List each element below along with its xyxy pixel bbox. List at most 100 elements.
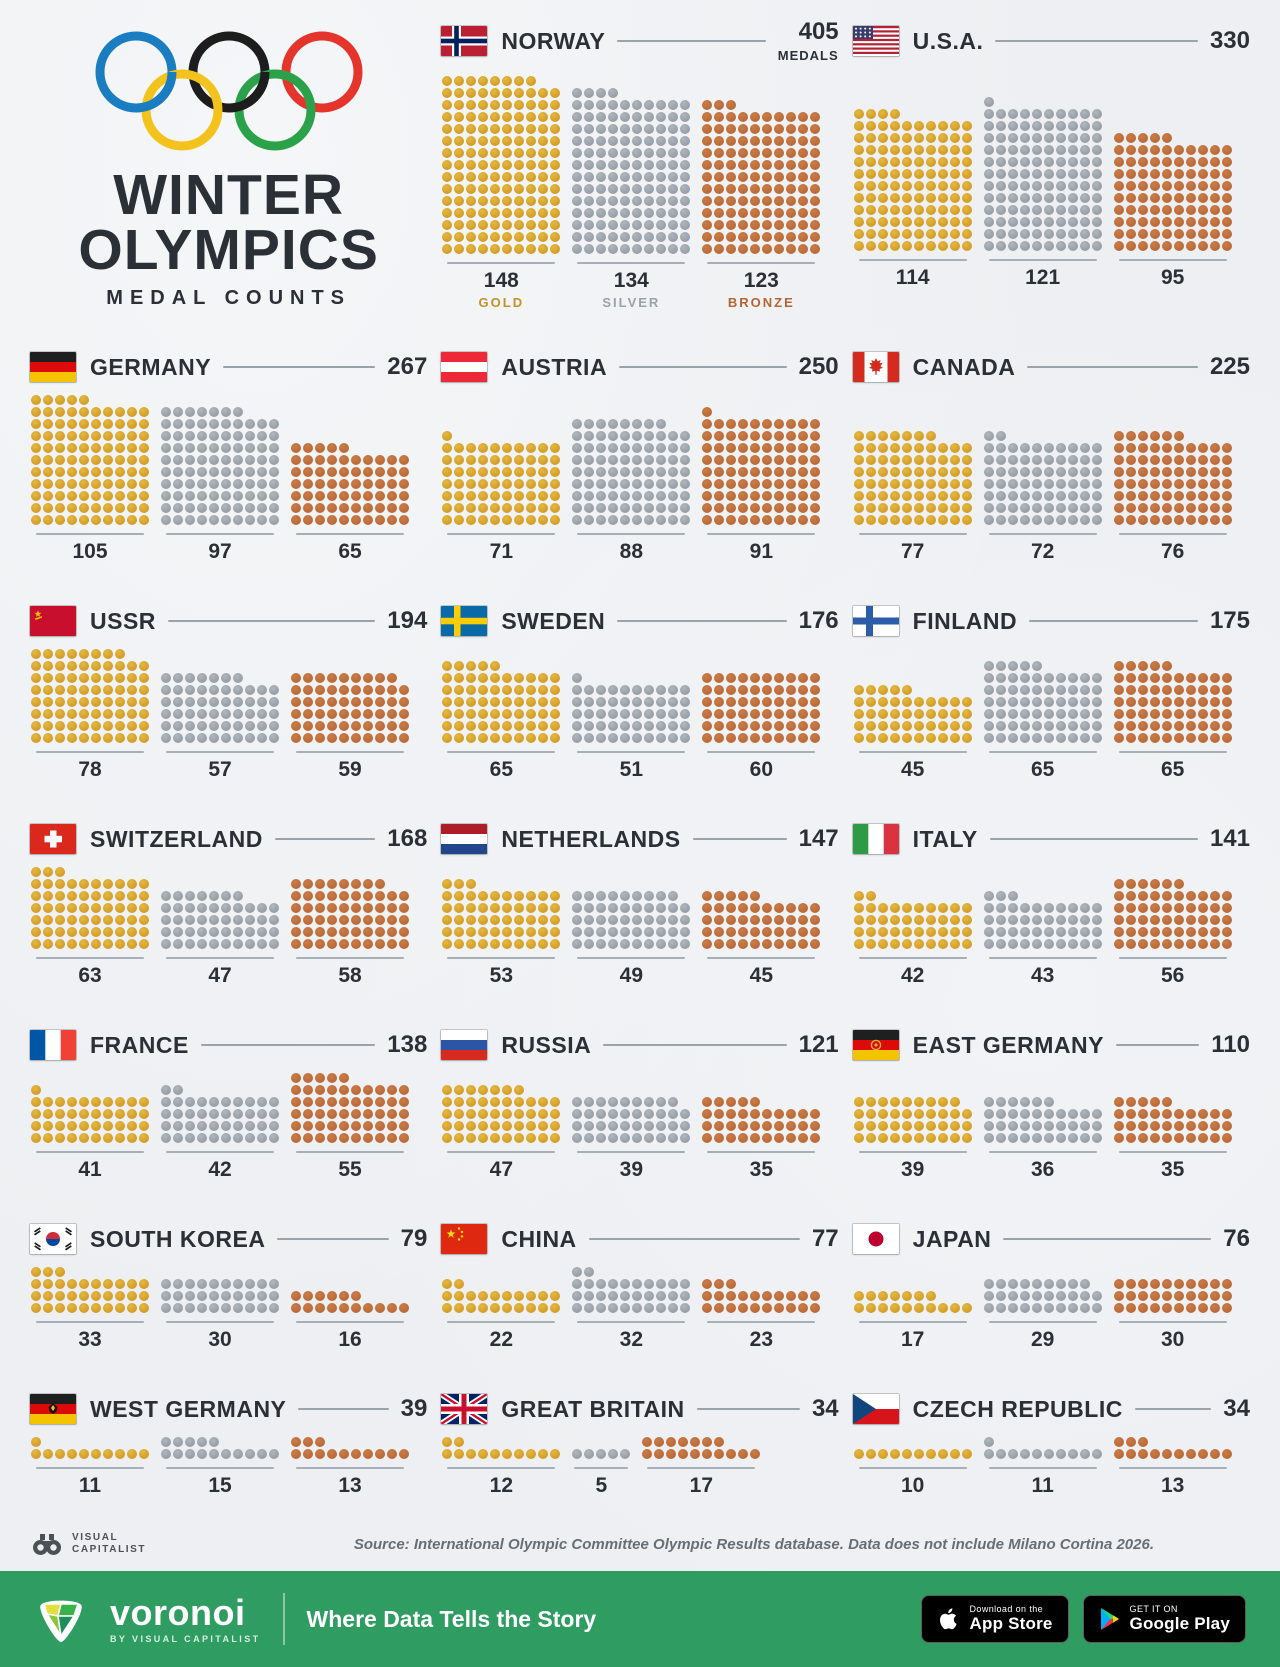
medal-dot (127, 1109, 137, 1120)
medal-dot (572, 208, 583, 219)
medal-dot (351, 455, 361, 466)
medal-dot (656, 455, 667, 466)
dot-row (441, 243, 561, 255)
medal-dot (584, 915, 595, 926)
dot-row (853, 938, 973, 950)
bronze-dots (290, 442, 410, 526)
medal-dot (620, 1133, 631, 1144)
medal-dot (726, 1097, 737, 1108)
medal-dot (853, 443, 864, 454)
medal-dot (363, 455, 373, 466)
medal-dot (901, 229, 912, 240)
medal-dot (91, 915, 101, 926)
gold-underline (447, 957, 556, 960)
medal-dot (644, 196, 655, 207)
medal-dot (291, 1437, 301, 1448)
medal-dot (1149, 229, 1160, 240)
medal-dot (339, 915, 349, 926)
dot-row (1113, 490, 1233, 502)
medal-dot (1185, 1121, 1196, 1132)
medal-dot (127, 431, 137, 442)
medal-dot (209, 407, 219, 418)
medal-dot (995, 205, 1006, 216)
gold-count: 148 (483, 269, 519, 293)
medal-dot (514, 100, 525, 111)
medal-dot (1091, 721, 1102, 732)
medal-dot (442, 172, 453, 183)
google-play-badge[interactable]: GET IT ON Google Play (1082, 1595, 1246, 1643)
medal-dot (1007, 181, 1018, 192)
medal-dot (185, 1279, 195, 1290)
medal-dot (79, 649, 89, 660)
medal-dot (478, 709, 489, 720)
medal-dot (714, 160, 725, 171)
medal-dot (608, 503, 619, 514)
gold-block: 17 (853, 1290, 973, 1352)
medal-dot (1209, 939, 1220, 950)
medal-dot (798, 903, 809, 914)
medal-dot (738, 160, 749, 171)
medal-dot (502, 220, 513, 231)
medal-dot (774, 1303, 785, 1314)
medal-dot (572, 431, 583, 442)
medal-dot (327, 721, 337, 732)
medal-dot (209, 1303, 219, 1314)
medal-dot (774, 915, 785, 926)
medal-dot (197, 431, 207, 442)
medal-dot (442, 685, 453, 696)
medal-dot (668, 184, 679, 195)
medal-dot (572, 697, 583, 708)
dot-row (983, 1096, 1103, 1108)
medal-dot (454, 503, 465, 514)
country-panel-czech-republic: CZECH REPUBLIC 34 10 11 13 (852, 1392, 1250, 1498)
medal-dot (632, 184, 643, 195)
medal-dot (680, 939, 691, 950)
medal-dot (91, 1133, 101, 1144)
medal-dot (269, 1303, 279, 1314)
medal-dot (632, 232, 643, 243)
medal-dot (127, 503, 137, 514)
dot-row (701, 1108, 821, 1120)
medal-dot (315, 939, 325, 950)
medal-dot (161, 1085, 171, 1096)
medal-dot (1197, 709, 1208, 720)
medal-dot (798, 467, 809, 478)
medal-dot (303, 455, 313, 466)
dot-row (983, 120, 1103, 132)
gold-count: 53 (489, 964, 513, 988)
medal-dot (1149, 443, 1160, 454)
country-total: 76 (1223, 1225, 1250, 1253)
medal-dot (197, 1449, 207, 1460)
medal-dot (656, 172, 667, 183)
medal-dot (315, 1437, 325, 1448)
medal-dot (714, 673, 725, 684)
medal-dot (714, 244, 725, 255)
country-total: 267 (387, 353, 428, 381)
medal-dot (1161, 709, 1172, 720)
medal-dot (1173, 903, 1184, 914)
silver-block: 88 (571, 418, 691, 564)
medal-dot (774, 443, 785, 454)
medal-dot (221, 733, 231, 744)
medal-dot (961, 1303, 972, 1314)
app-store-badge[interactable]: Download on the App Store (920, 1595, 1069, 1643)
medal-dot (901, 431, 912, 442)
medal-dot (67, 661, 77, 672)
dot-row (290, 902, 410, 914)
medal-dot (1031, 205, 1042, 216)
medal-dot (1055, 241, 1066, 252)
medal-dot (949, 491, 960, 502)
medal-dot (865, 241, 876, 252)
medal-dot (1125, 1303, 1136, 1314)
medal-dot (351, 1291, 361, 1302)
medal-dot (1043, 491, 1054, 502)
dot-row (983, 926, 1103, 938)
dot-row (571, 708, 691, 720)
medal-dot (538, 112, 549, 123)
medal-dot (233, 915, 243, 926)
medal-dot (1019, 1133, 1030, 1144)
medal-dot (1067, 157, 1078, 168)
medal-dot (526, 1291, 537, 1302)
medal-dot (925, 709, 936, 720)
panel-header: SWITZERLAND 168 (30, 822, 427, 856)
